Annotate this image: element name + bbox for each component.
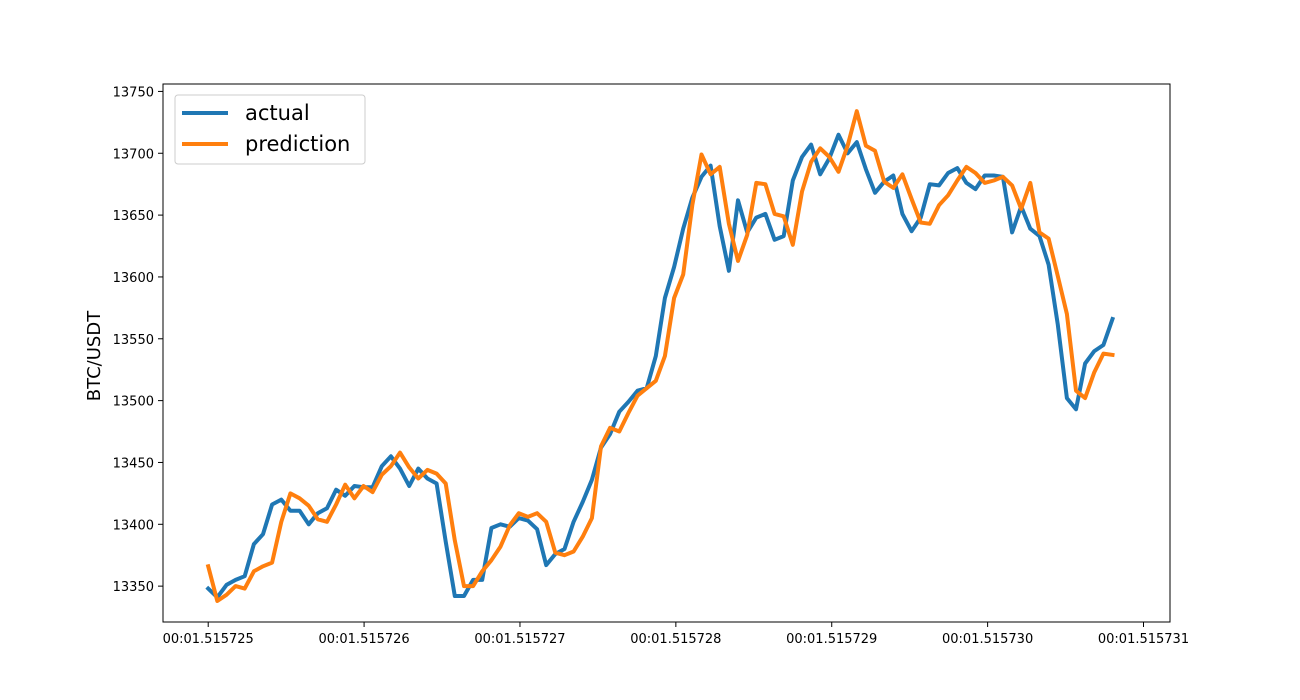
y-tick-label: 13600	[113, 271, 154, 286]
x-tick-label: 00:01.515725	[163, 632, 254, 647]
series-line-prediction	[205, 109, 1115, 603]
y-tick-label: 13550	[113, 333, 154, 348]
plot-frame	[162, 83, 1171, 623]
x-tick-label: 00:01.515727	[474, 632, 565, 647]
y-tick-label: 13750	[113, 85, 154, 100]
y-tick-label: 13350	[113, 580, 154, 595]
legend-label-prediction: prediction	[245, 132, 350, 156]
legend-label-actual: actual	[245, 101, 310, 125]
y-axis-label: BTC/USDT	[84, 310, 105, 401]
y-tick-label: 13650	[113, 209, 154, 224]
x-tick-label: 00:01.515730	[942, 632, 1033, 647]
y-axis: 13350 13400 13450 13500 13550 13600 13650 13700…	[113, 85, 163, 595]
x-tick-label: 00:01.515726	[318, 632, 409, 647]
x-tick-label: 00:01.515731	[1098, 632, 1189, 647]
y-tick-label: 13450	[113, 456, 154, 471]
x-tick-label: 00:01.515729	[786, 632, 877, 647]
x-axis: 00:01.515725 00:01.515726 00:01.515727 00:0…	[163, 622, 1189, 647]
series-layer	[205, 109, 1116, 603]
legend: actual prediction	[174, 94, 366, 165]
y-tick-label: 13400	[113, 518, 154, 533]
y-tick-label: 13700	[113, 147, 154, 162]
y-tick-label: 13500	[113, 395, 154, 410]
x-tick-label: 00:01.515728	[630, 632, 721, 647]
